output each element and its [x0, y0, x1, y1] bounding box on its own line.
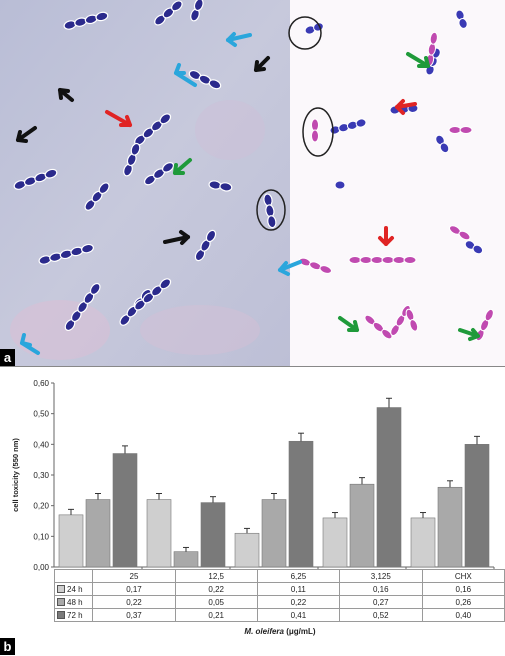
panel-label-b: b: [0, 638, 15, 655]
micrograph-panel: [0, 0, 505, 366]
bar-72-h-1: [200, 502, 226, 568]
legend-entry: 72 h: [53, 608, 94, 622]
category-label: 25: [92, 569, 176, 583]
bar-24-h-0: [58, 514, 84, 568]
data-label: 0,22: [256, 595, 340, 609]
category-label: 12,5: [174, 569, 258, 583]
y-tick-label: 0,60: [33, 379, 49, 388]
x-axis-label-species: M. oleifera: [244, 627, 284, 636]
data-label: 0,05: [174, 595, 258, 609]
legend-swatch: [57, 584, 65, 593]
bar-48-h-2: [261, 499, 287, 568]
y-axis-label: cell toxicity (550 nm): [11, 438, 20, 512]
category-label: 3,125: [338, 569, 423, 583]
bar-48-h-0: [85, 499, 111, 568]
bar-24-h-3: [322, 517, 348, 568]
bacteria-chains-left: [13, 0, 277, 332]
data-label: 0,52: [338, 608, 423, 622]
legend-label: 72 h: [67, 610, 83, 620]
category-label: CHX: [421, 569, 505, 583]
data-label: 0,26: [421, 595, 505, 609]
table-row: 24 h 0,17 0,22 0,11 0,16 0,16: [53, 582, 505, 596]
right-stain-background: [290, 0, 505, 366]
data-label: 0,27: [338, 595, 423, 609]
data-label: 0,22: [92, 595, 176, 609]
legend-entry: 48 h: [53, 595, 94, 609]
bar-24-h-2: [234, 532, 260, 568]
y-tick-label: 0,30: [33, 471, 49, 480]
highlight-circles: [256, 16, 334, 231]
data-label: 0,37: [92, 608, 176, 622]
bar-48-h-3: [349, 483, 375, 568]
data-label: 0,16: [421, 582, 505, 596]
legend-entry: 24 h: [53, 582, 94, 596]
data-label: 0,41: [256, 608, 340, 622]
bar-72-h-4: [464, 444, 490, 568]
data-label: 0,16: [338, 582, 423, 596]
category-label: 6,25: [256, 569, 340, 583]
data-label: 0,17: [92, 582, 176, 596]
legend-label: 24 h: [67, 584, 83, 594]
bar-72-h-0: [112, 453, 138, 568]
table-row: 72 h 0,37 0,21 0,41 0,52 0,40: [53, 608, 505, 622]
data-label: 0,22: [174, 582, 258, 596]
chart-panel: 0,00 0,10 0,20 0,30 0,40 0,50 0,60 cell toxicit…: [0, 366, 505, 656]
data-label: 0,11: [256, 582, 340, 596]
x-axis-label: M. oleifera (μg/mL): [60, 627, 500, 636]
panel-label-a: a: [0, 349, 15, 366]
legend-label: 48 h: [67, 597, 83, 607]
bar-72-h-3: [376, 407, 402, 568]
bar-24-h-1: [146, 499, 172, 568]
bar-48-h-4: [437, 486, 463, 568]
y-tick-label: 0,20: [33, 502, 49, 511]
data-label: 0,40: [421, 608, 505, 622]
pink-cells-right: [298, 31, 494, 342]
bar-48-h-1: [173, 551, 199, 568]
bar-24-h-4: [410, 517, 436, 568]
legend-swatch: [57, 610, 65, 619]
y-tick-label: 0,40: [33, 440, 49, 449]
data-label: 0,21: [174, 608, 258, 622]
table-row: 48 h 0,22 0,05 0,22 0,27 0,26: [53, 595, 505, 609]
table-corner: [53, 569, 94, 583]
annotation-arrows: [16, 32, 480, 355]
legend-swatch: [57, 597, 65, 606]
data-table: 25 12,5 6,25 3,125 CHX 24 h 0,17 0,22 0,11 0,16 0,…: [53, 569, 505, 622]
y-tick-label: 0,00: [33, 563, 49, 572]
y-tick-label: 0,50: [33, 410, 49, 419]
bar-72-h-2: [288, 440, 314, 568]
y-tick-label: 0,10: [33, 532, 49, 541]
x-axis-label-unit: (μg/mL): [286, 627, 316, 636]
bar-chart: 0,00 0,10 0,20 0,30 0,40 0,50 0,60 cell toxicit…: [11, 379, 495, 572]
